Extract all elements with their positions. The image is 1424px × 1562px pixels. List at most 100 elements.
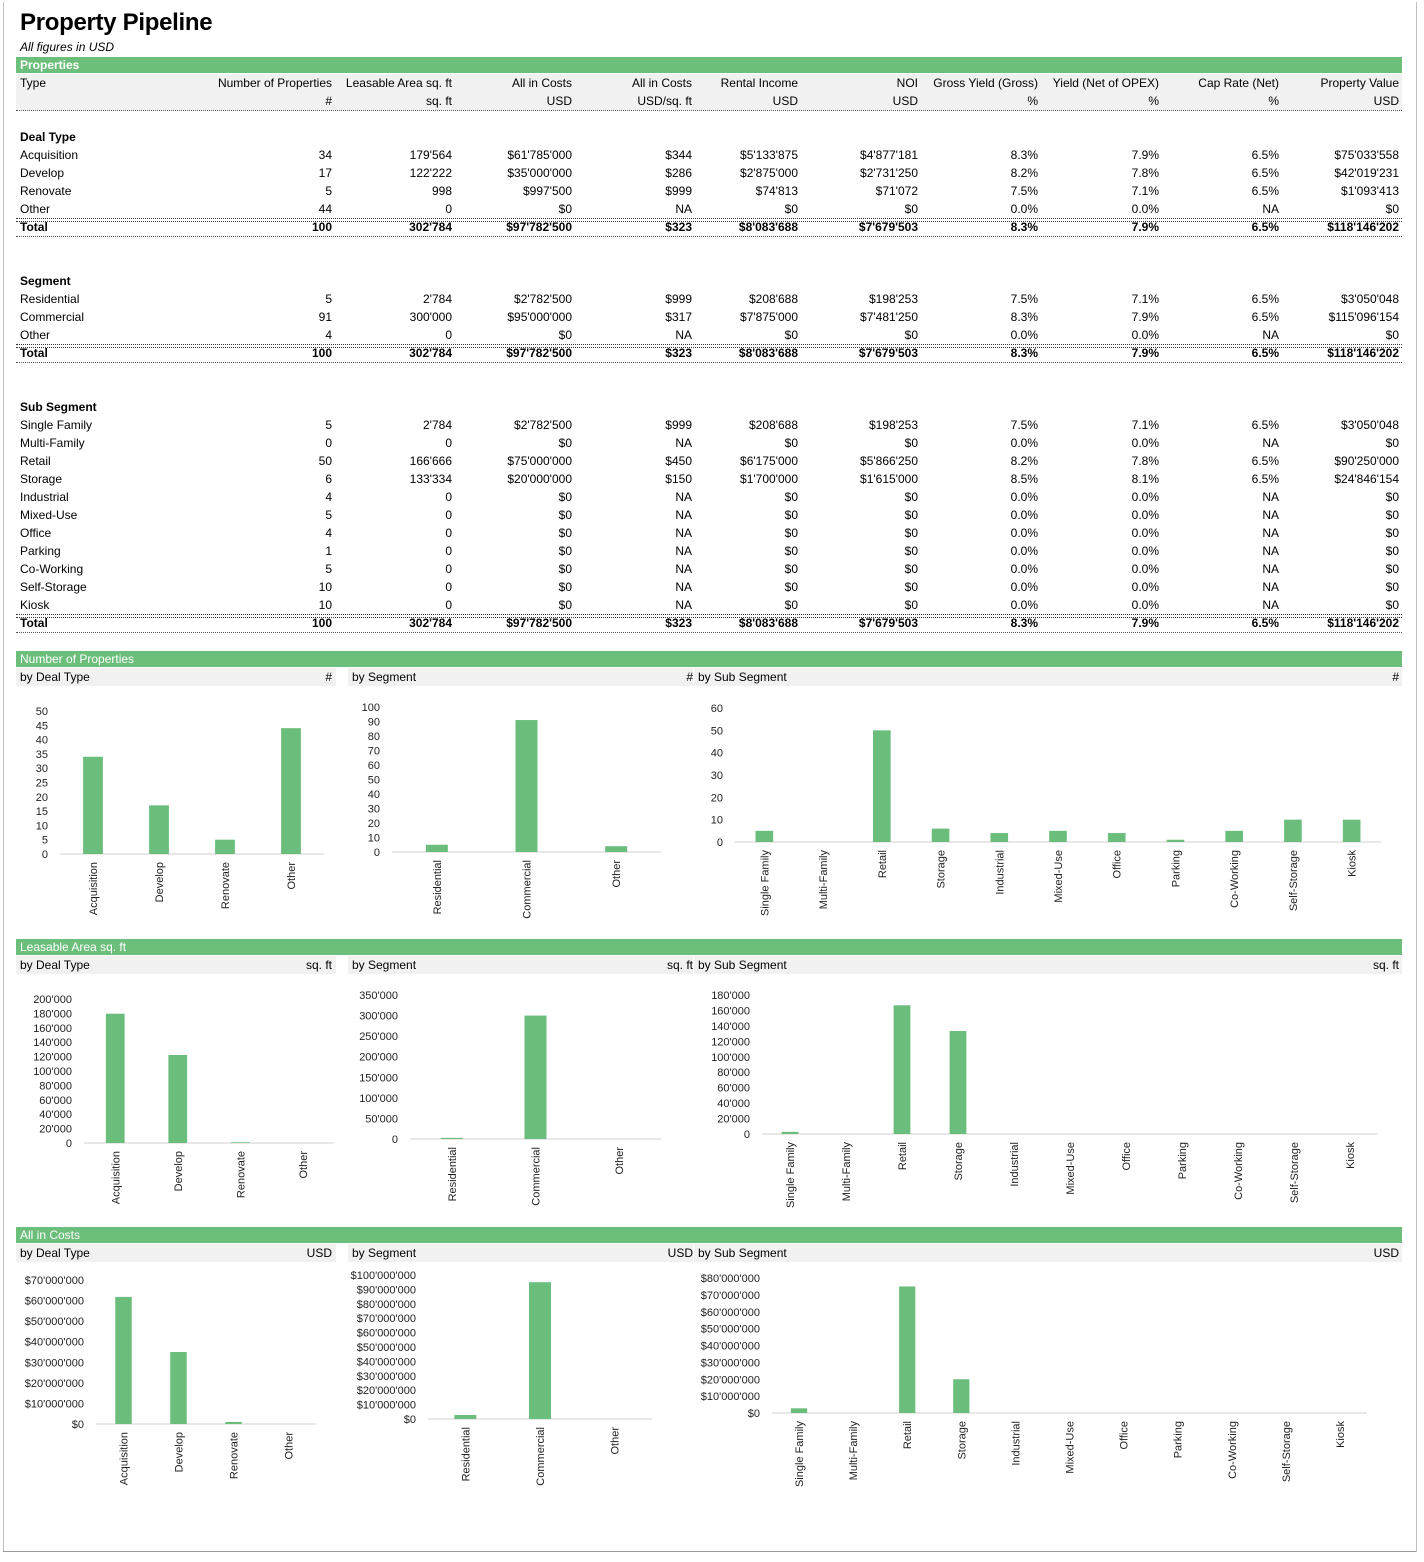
y-tick-label: 120'000 [33, 1052, 72, 1064]
y-tick-label: $20'000'000 [701, 1374, 760, 1386]
table-cell-num-properties: 17 [318, 166, 332, 180]
x-category-label: Renovate [229, 1432, 241, 1479]
x-category-label: Office [1112, 850, 1124, 879]
column-unit-cap-rate: % [1268, 94, 1279, 108]
table-cell-leasable-area: 998 [431, 184, 452, 198]
bar [873, 730, 891, 842]
y-tick-label: 180'000 [711, 990, 750, 1002]
table-cell-property-value: $0 [1385, 490, 1399, 504]
y-tick-label: 20'000 [39, 1124, 72, 1136]
table-cell-leasable-area: 0 [445, 202, 452, 216]
total-cell-noi: $7'679'503 [858, 220, 918, 234]
y-tick-label: 80'000 [39, 1080, 72, 1092]
x-category-label: Industrial [994, 850, 1006, 895]
table-cell-type: Co-Working [20, 562, 84, 576]
table-cell-net-yield: 0.0% [1131, 328, 1159, 342]
x-category-label: Storage [936, 850, 948, 889]
x-category-label: Self-Storage [1289, 1142, 1301, 1203]
y-tick-label: 100'000 [711, 1052, 750, 1064]
total-cell-leasable-area: 302'784 [409, 220, 452, 234]
chart-panel-title: by Deal Type [20, 958, 90, 972]
total-bottom-rule [16, 236, 1402, 237]
table-cell-rental-income: $208'688 [748, 292, 798, 306]
table-cell-num-properties: 10 [318, 598, 332, 612]
x-category-label: Industrial [1010, 1421, 1022, 1466]
table-cell-num-properties: 5 [325, 508, 332, 522]
table-cell-leasable-area: 166'666 [409, 454, 452, 468]
chart-panel-title: by Deal Type [20, 670, 90, 684]
page-border [3, 2, 1417, 1552]
x-category-label: Residential [447, 1147, 459, 1201]
table-cell-leasable-area: 133'334 [409, 472, 452, 486]
table-cell-leasable-area: 2'784 [423, 418, 452, 432]
table-cell-property-value: $24'846'154 [1334, 472, 1399, 486]
total-cell-cap-rate: 6.5% [1251, 220, 1279, 234]
total-cell-rental-income: $8'083'688 [738, 616, 798, 630]
header-divider [16, 110, 1402, 111]
total-cell-net-yield: 7.9% [1131, 346, 1159, 360]
table-cell-num-properties: 50 [318, 454, 332, 468]
table-cell-noi: $198'253 [868, 292, 918, 306]
table-cell-cost-per-sqft: NA [675, 544, 692, 558]
y-tick-label: 40 [368, 789, 380, 801]
table-cell-leasable-area: 2'784 [423, 292, 452, 306]
x-category-label: Retail [902, 1421, 914, 1449]
x-category-label: Commercial [535, 1427, 547, 1486]
total-cell-gross-yield: 8.3% [1010, 346, 1038, 360]
table-cell-rental-income: $0 [784, 526, 798, 540]
table-cell-noi: $0 [904, 328, 918, 342]
chart-panel-header [694, 668, 1402, 686]
column-unit-noi: USD [892, 94, 918, 108]
y-tick-label: 0 [42, 849, 48, 861]
table-cell-noi: $0 [904, 436, 918, 450]
column-unit-rental-income: USD [772, 94, 798, 108]
chart-panel-unit: USD [667, 1246, 693, 1260]
y-tick-label: 40 [711, 748, 723, 760]
table-cell-cost-per-sqft: NA [675, 436, 692, 450]
page-subtitle: All figures in USD [20, 40, 115, 54]
y-tick-label: 150'000 [359, 1072, 398, 1084]
column-header-type: Type [20, 76, 47, 90]
y-tick-label: 10 [36, 820, 48, 832]
table-cell-rental-income: $0 [784, 490, 798, 504]
y-tick-label: 200'000 [33, 994, 72, 1006]
bar [953, 1379, 970, 1413]
y-tick-label: 160'000 [33, 1023, 72, 1035]
chart-panel-title: by Segment [352, 670, 417, 684]
y-tick-label: 160'000 [711, 1005, 750, 1017]
table-cell-cap-rate: NA [1262, 202, 1279, 216]
chart-group-band: All in Costs [16, 1227, 1402, 1243]
bar [1049, 830, 1067, 842]
x-category-label: Kiosk [1347, 850, 1359, 877]
x-category-label: Retail [897, 1142, 909, 1170]
x-category-label: Renovate [235, 1151, 247, 1198]
y-tick-label: 180'000 [33, 1008, 72, 1020]
y-tick-label: $40'000'000 [701, 1341, 760, 1353]
total-cell-cap-rate: 6.5% [1251, 346, 1279, 360]
y-tick-label: 40'000 [39, 1109, 72, 1121]
table-cell-net-yield: 0.0% [1131, 436, 1159, 450]
y-tick-label: $70'000'000 [701, 1290, 760, 1302]
table-cell-all-in-costs: $0 [558, 544, 572, 558]
x-category-label: Storage [956, 1421, 968, 1460]
table-cell-type: Residential [20, 292, 80, 306]
y-tick-label: $80'000'000 [357, 1299, 416, 1311]
x-category-label: Parking [1177, 1142, 1189, 1179]
x-category-label: Multi-Family [841, 1142, 853, 1202]
y-tick-label: 100'000 [359, 1093, 398, 1105]
table-cell-cost-per-sqft: $344 [665, 148, 692, 162]
total-cell-all-in-costs: $97'782'500 [506, 346, 572, 360]
x-category-label: Office [1119, 1421, 1131, 1450]
table-cell-noi: $0 [904, 202, 918, 216]
total-cell-noi: $7'679'503 [858, 346, 918, 360]
y-tick-label: 30 [36, 763, 48, 775]
chart-panel-title: by Segment [352, 958, 417, 972]
table-cell-net-yield: 7.1% [1131, 418, 1159, 432]
x-category-label: Single Family [785, 1142, 797, 1209]
column-header-property-value: Property Value [1320, 76, 1400, 90]
table-cell-noi: $0 [904, 544, 918, 558]
total-cell-cost-per-sqft: $323 [665, 346, 692, 360]
y-tick-label: 140'000 [33, 1037, 72, 1049]
y-tick-label: 0 [374, 847, 380, 859]
